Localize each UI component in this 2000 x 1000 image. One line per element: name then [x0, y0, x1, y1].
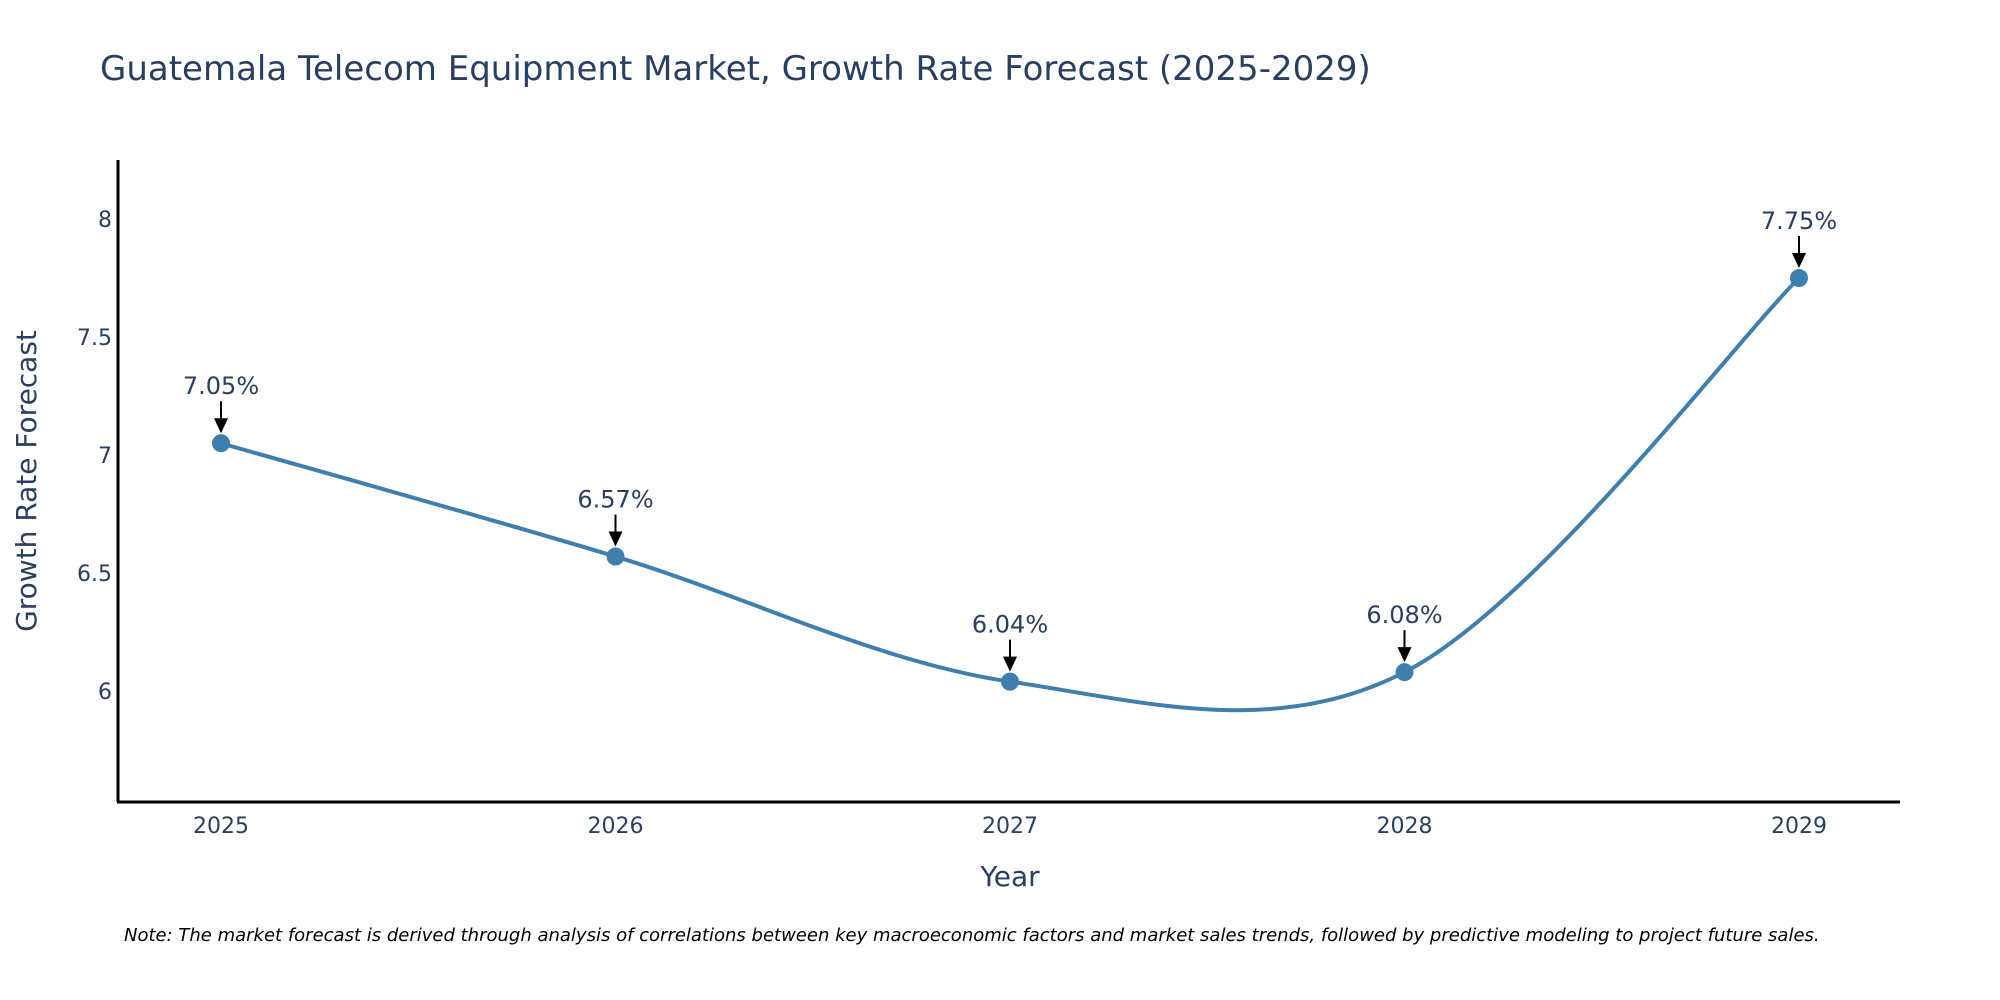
footnote: Note: The market forecast is derived thr… [124, 925, 1820, 946]
annotation-arrow-head [1003, 656, 1017, 672]
annotation-arrow-head [1397, 647, 1412, 663]
data-points [212, 269, 1808, 691]
y-tick-label: 6.5 [77, 562, 112, 587]
data-annotation: 6.04% [972, 611, 1048, 672]
data-label: 6.08% [1366, 601, 1442, 629]
x-tick-label: 2025 [193, 814, 249, 839]
annotation-arrow-head [1792, 253, 1806, 269]
x-axis-ticks: 2025 2026 2027 2028 2029 [193, 814, 1827, 839]
y-axis-ticks: 6 6.5 7 7.5 8 [77, 208, 112, 705]
data-point-marker [212, 434, 230, 453]
y-tick-label: 6 [98, 680, 112, 705]
data-label: 6.57% [577, 486, 653, 514]
y-tick-label: 7 [98, 444, 112, 469]
data-point-marker [1001, 672, 1019, 691]
y-tick-label: 7.5 [77, 326, 112, 351]
data-annotation: 6.08% [1366, 601, 1443, 663]
y-tick-label: 8 [98, 208, 112, 233]
data-point-marker [606, 547, 625, 566]
y-axis-title: Growth Rate Forecast [10, 330, 43, 632]
chart-title: Guatemala Telecom Equipment Market, Grow… [100, 49, 1371, 89]
x-tick-label: 2027 [982, 814, 1038, 839]
data-annotation: 7.75% [1761, 207, 1837, 269]
data-annotation: 6.57% [577, 486, 654, 547]
x-tick-label: 2029 [1771, 814, 1827, 839]
x-axis-title: Year [979, 860, 1040, 893]
data-label: 6.04% [972, 611, 1048, 639]
series-line [219, 276, 1801, 713]
data-annotation: 7.05% [183, 372, 259, 434]
data-point-marker [1395, 663, 1414, 682]
x-tick-label: 2026 [588, 814, 644, 839]
x-tick-label: 2028 [1377, 814, 1433, 839]
data-label: 7.05% [183, 372, 259, 400]
data-point-marker [1790, 269, 1808, 288]
data-label: 7.75% [1761, 207, 1837, 235]
annotation-arrow-head [608, 531, 623, 547]
data-annotations: 7.05% 6.57% 6.04% 6.08% 7.75% [183, 207, 1837, 672]
annotation-arrow-head [214, 418, 228, 434]
